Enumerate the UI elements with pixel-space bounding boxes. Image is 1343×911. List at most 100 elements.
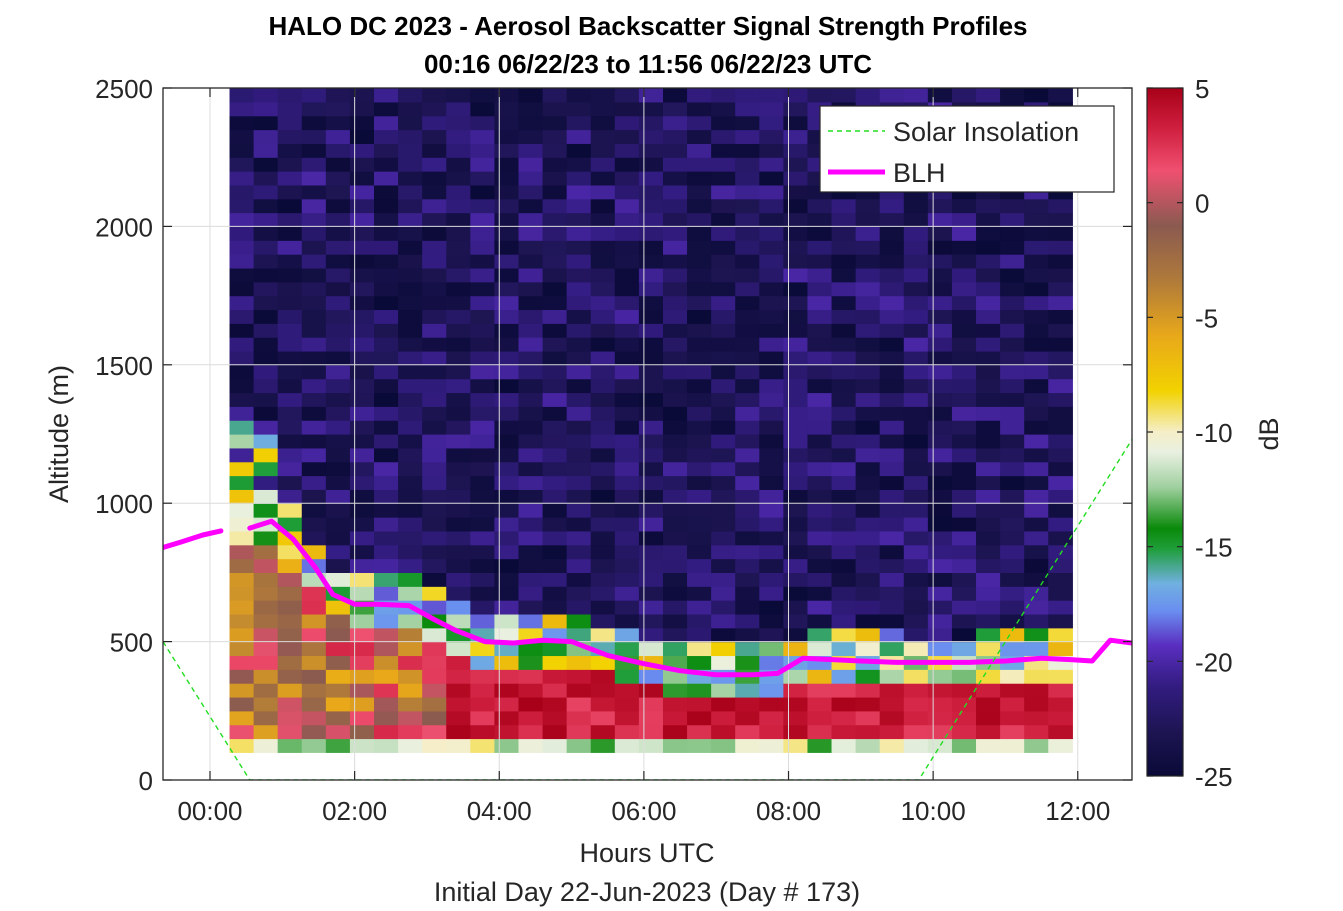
- heatmap-cell: [229, 420, 255, 435]
- heatmap-cell: [566, 226, 592, 241]
- heatmap-cell: [614, 572, 640, 587]
- heatmap-cell: [976, 350, 1001, 366]
- heatmap-cell: [711, 406, 736, 421]
- heatmap-cell: [903, 724, 929, 740]
- heatmap-cell: [879, 447, 905, 463]
- heatmap-cell: [831, 350, 857, 366]
- heatmap-cell: [349, 558, 375, 573]
- heatmap-cell: [638, 434, 664, 449]
- heatmap-cell: [518, 364, 544, 380]
- heatmap-cell: [759, 226, 784, 241]
- heatmap-cell: [1000, 572, 1025, 587]
- heatmap-cell: [253, 544, 279, 560]
- heatmap-cell: [253, 696, 279, 712]
- heatmap-cell: [518, 157, 544, 172]
- heatmap-cell: [1024, 586, 1049, 601]
- heatmap-cell: [277, 295, 303, 311]
- heatmap-cell: [711, 544, 736, 560]
- heatmap-cell: [518, 641, 544, 657]
- heatmap-cell: [879, 198, 905, 214]
- heatmap-cell: [470, 544, 496, 560]
- heatmap-cell: [374, 434, 399, 449]
- heatmap-cell: [1000, 544, 1025, 560]
- heatmap-cell: [325, 475, 351, 490]
- heatmap-cell: [566, 143, 592, 158]
- heatmap-cell: [301, 489, 327, 504]
- heatmap-cell: [518, 544, 544, 560]
- heatmap-cell: [349, 171, 375, 186]
- heatmap-cell: [1048, 669, 1073, 684]
- heatmap-cell: [783, 198, 809, 214]
- heatmap-cell: [614, 710, 640, 726]
- heatmap-cell: [374, 530, 399, 546]
- heatmap-cell: [1024, 489, 1049, 504]
- heatmap-cell: [903, 530, 929, 546]
- heatmap-cell: [277, 406, 303, 421]
- heatmap-cell: [446, 447, 471, 463]
- heatmap-cell: [566, 171, 592, 186]
- heatmap-cell: [374, 198, 399, 214]
- heatmap-cell: [542, 683, 568, 698]
- heatmap-cell: [831, 724, 857, 740]
- heatmap-cell: [374, 696, 399, 712]
- heatmap-cell: [976, 710, 1001, 726]
- heatmap-cell: [229, 669, 255, 684]
- heatmap-cell: [807, 475, 833, 490]
- heatmap-cell: [542, 295, 568, 311]
- heatmap-cell: [277, 738, 303, 753]
- heatmap-cell: [783, 683, 809, 698]
- heatmap-cell: [446, 267, 471, 283]
- heatmap-cell: [831, 323, 857, 338]
- heatmap-cell: [422, 323, 447, 338]
- heatmap-cell: [927, 461, 953, 477]
- heatmap-cell: [1048, 696, 1073, 712]
- heatmap-cell: [638, 323, 664, 338]
- heatmap-cell: [831, 738, 857, 753]
- heatmap-cell: [301, 724, 327, 740]
- heatmap-cell: [783, 696, 809, 712]
- heatmap-cell: [976, 226, 1001, 241]
- heatmap-cell: [614, 641, 640, 657]
- heatmap-cell: [759, 171, 784, 186]
- heatmap-cell: [277, 696, 303, 712]
- heatmap-cell: [542, 461, 568, 477]
- heatmap-cell: [735, 323, 760, 338]
- heatmap-cell: [277, 198, 303, 214]
- heatmap-cell: [855, 267, 881, 283]
- heatmap-cell: [422, 517, 447, 532]
- heatmap-cell: [470, 392, 496, 407]
- heatmap-cell: [687, 475, 712, 490]
- heatmap-cell: [566, 586, 592, 601]
- heatmap-cell: [229, 392, 255, 407]
- heatmap-cell: [1000, 641, 1025, 657]
- heatmap-cell: [976, 212, 1001, 227]
- heatmap-cell: [903, 364, 929, 380]
- heatmap-cell: [903, 572, 929, 587]
- heatmap-cell: [277, 420, 303, 435]
- heatmap-cell: [398, 378, 423, 394]
- heatmap-cell: [446, 171, 471, 186]
- heatmap-cell: [518, 572, 544, 587]
- heatmap-cell: [976, 696, 1001, 712]
- heatmap-cell: [711, 157, 736, 172]
- heatmap-cell: [687, 198, 712, 214]
- heatmap-cell: [638, 254, 664, 269]
- heatmap-cell: [807, 212, 833, 227]
- heatmap-cell: [951, 434, 977, 449]
- heatmap-cell: [518, 724, 544, 740]
- heatmap-cell: [1000, 240, 1025, 255]
- heatmap-cell: [711, 447, 736, 463]
- heatmap-cell: [518, 683, 544, 698]
- heatmap-cell: [735, 143, 760, 158]
- heatmap-cell: [951, 337, 977, 352]
- x-tick-label: 06:00: [611, 796, 676, 826]
- heatmap-cell: [951, 503, 977, 518]
- heatmap-cell: [301, 337, 327, 352]
- heatmap-cell: [927, 240, 953, 255]
- heatmap-cell: [494, 447, 520, 463]
- heatmap-cell: [1000, 434, 1025, 449]
- heatmap-cell: [711, 115, 736, 131]
- heatmap-cell: [253, 420, 279, 435]
- heatmap-cell: [855, 364, 881, 380]
- heatmap-cell: [855, 461, 881, 477]
